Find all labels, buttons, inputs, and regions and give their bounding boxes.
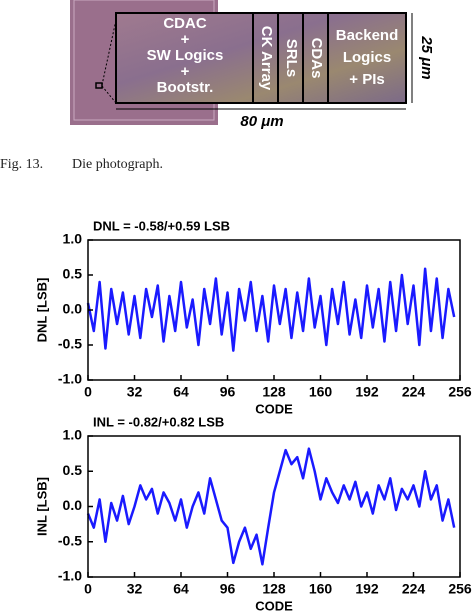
caption-number: Fig. 13. [0,157,43,172]
plot-frame [87,435,461,578]
width-label: 80 μm [240,113,283,130]
x-axis-label: CODE [255,598,293,613]
chart-title: DNL = -0.58/+0.59 LSB [93,218,230,233]
y-axis-label: INL [LSB] [34,477,49,536]
y-tick-label: -0.5 [58,336,82,352]
x-tick-label: 32 [127,384,143,400]
chart-title: INL = -0.82/+0.82 LSB [93,414,224,429]
x-tick-label: 64 [173,384,189,400]
y-tick-label: -1.0 [58,371,82,387]
y-tick-label: -1.0 [58,568,82,584]
layout-box [115,12,407,104]
x-tick-label: 224 [402,384,426,400]
block-label: + PIs [349,71,384,88]
y-tick-label: 0.0 [63,497,83,513]
x-tick-label: 32 [127,581,143,597]
block-label: SRLs [283,39,300,77]
x-tick-label: 192 [355,581,379,597]
block-label: Logics [343,49,391,66]
x-tick-label: 224 [402,581,426,597]
x-tick-label: 256 [448,581,472,597]
y-tick-label: 1.0 [63,427,83,443]
block-label: CDAC [163,15,206,32]
x-tick-label: 64 [173,581,189,597]
x-tick-label: 128 [262,384,286,400]
block-label: + [181,63,190,80]
caption-text: Die photograph. [72,157,163,172]
y-tick-label: -0.5 [58,532,82,548]
x-tick-label: 0 [84,384,92,400]
x-tick-label: 96 [220,384,236,400]
y-tick-label: 0.5 [63,462,83,478]
y-tick-label: 1.0 [63,231,83,247]
y-tick-label: 0.0 [63,301,83,317]
data-line [86,447,456,566]
block-label: Bootstr. [157,79,214,96]
data-line [86,267,456,352]
x-axis-label: CODE [255,401,293,416]
die-marker [95,82,103,89]
x-tick-label: 160 [309,384,333,400]
block-label: CDAs [308,38,325,79]
block-label: Backend [336,27,399,44]
y-tick-label: 0.5 [63,266,83,282]
y-axis-label: DNL [LSB] [34,278,49,343]
block-label: + [181,31,190,48]
x-tick-label: 96 [220,581,236,597]
zoom-line [101,19,117,86]
x-tick-label: 192 [355,384,379,400]
x-tick-label: 256 [448,384,472,400]
x-tick-label: 128 [262,581,286,597]
x-tick-label: 0 [84,581,92,597]
height-label: 25 μm [418,35,435,79]
charts: 1.00.50.0-0.5-1.00 32 64 96 128 160 192 224 256D… [34,218,471,613]
block-label: SW Logics [147,47,224,64]
x-tick-label: 160 [309,581,333,597]
block-label: CK Array [258,26,275,91]
